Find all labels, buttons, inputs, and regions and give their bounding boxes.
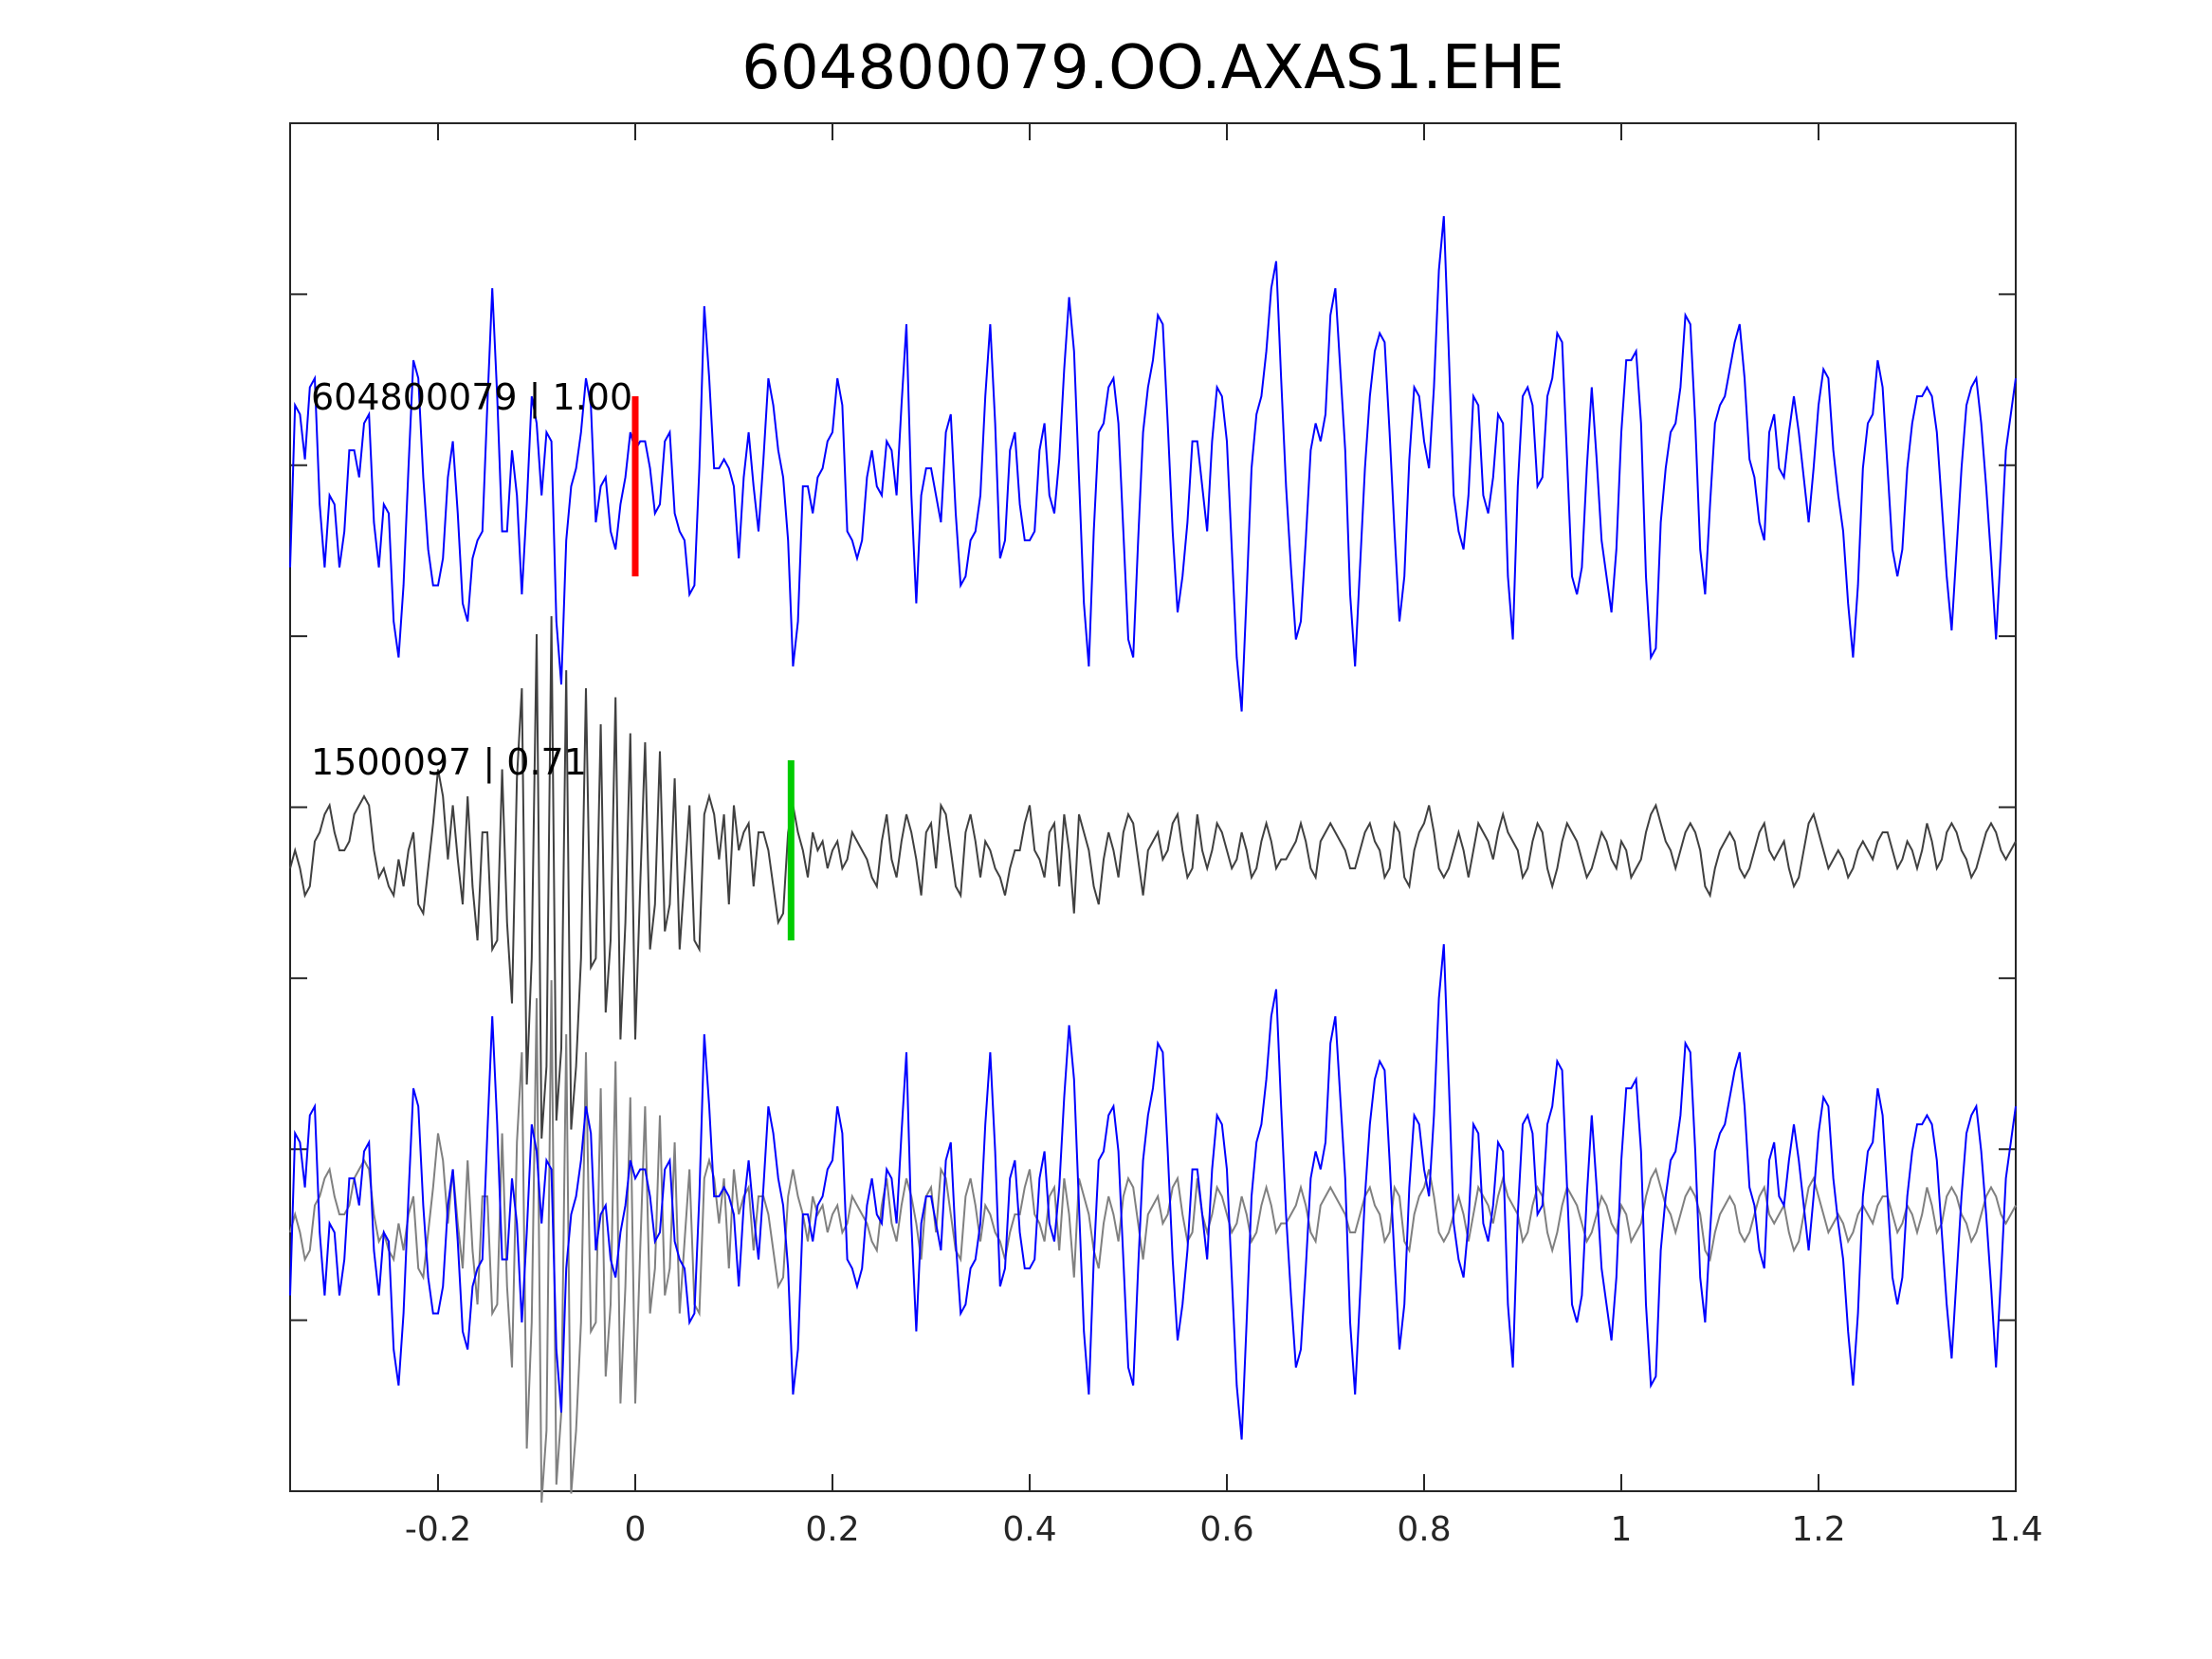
x-tick-label: 0.8: [1397, 1510, 1451, 1549]
x-tick-label: 0: [625, 1510, 647, 1549]
chart-title: 604800079.OO.AXAS1.EHE: [741, 33, 1563, 103]
overlay-trace-1-waveform: [289, 943, 2017, 1440]
plot-area: [289, 122, 2017, 1504]
traces: [289, 215, 2017, 1504]
trace-2-waveform: [289, 615, 2017, 1139]
trace-label-2: 1500097 | 0.71: [311, 741, 587, 784]
x-ticks: [437, 123, 2017, 1491]
x-tick-label: 1.2: [1791, 1510, 1845, 1549]
x-tick-label: 0.4: [1002, 1510, 1056, 1549]
x-tick-label: 1: [1611, 1510, 1633, 1549]
y-ticks: [290, 293, 2016, 1322]
x-tick-labels: -0.2 0 0.2 0.4 0.6 0.8 1 1.2 1.4: [405, 1510, 2043, 1549]
trace-1-waveform: [289, 215, 2017, 712]
pick-markers: [631, 396, 795, 940]
overlay-trace-2-waveform: [289, 979, 2017, 1504]
x-tick-label: 0.6: [1199, 1510, 1253, 1549]
x-tick-label: -0.2: [405, 1510, 471, 1549]
trace-label-1: 604800079 | 1.00: [311, 376, 632, 419]
x-tick-label: 1.4: [1988, 1510, 2042, 1549]
x-tick-label: 0.2: [805, 1510, 859, 1549]
axes-box: [289, 122, 2017, 1492]
